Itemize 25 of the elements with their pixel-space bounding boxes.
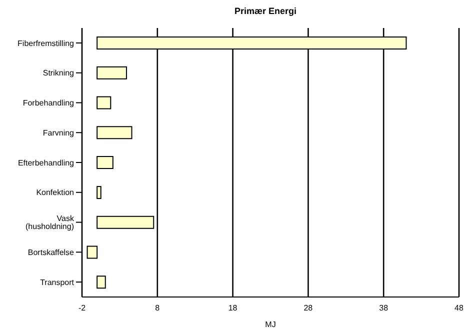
bar: [96, 216, 154, 229]
x-tick-label: 28: [304, 304, 314, 313]
y-tick-label: Fiberfremstilling: [18, 38, 74, 48]
bar: [96, 156, 114, 170]
bar: [96, 126, 132, 140]
x-tick-label: 38: [379, 304, 389, 313]
y-tick-label: Konfektion: [36, 188, 74, 198]
y-tick-label: Vask (husholdning): [26, 214, 75, 232]
x-axis-title: MJ: [265, 320, 276, 329]
bar: [96, 186, 102, 199]
x-tick-label: 18: [228, 304, 238, 313]
y-tick-label: Bortskaffelse: [28, 248, 75, 258]
bar: [96, 96, 112, 110]
bar: [96, 66, 127, 80]
bar: [86, 246, 98, 259]
x-tick-label: 8: [155, 304, 160, 313]
y-tick-label: Forbehandling: [22, 98, 74, 108]
y-tick-label: Farvning: [42, 128, 74, 138]
bar: [96, 276, 106, 289]
chart-title: Primær Energi: [233, 5, 298, 18]
x-tick-label: -2: [78, 304, 86, 313]
y-tick-label: Strikning: [42, 68, 74, 78]
x-tick-label: 48: [454, 304, 464, 313]
y-tick-label: Transport: [40, 278, 75, 287]
y-tick-label: Efterbehandling: [18, 158, 74, 168]
